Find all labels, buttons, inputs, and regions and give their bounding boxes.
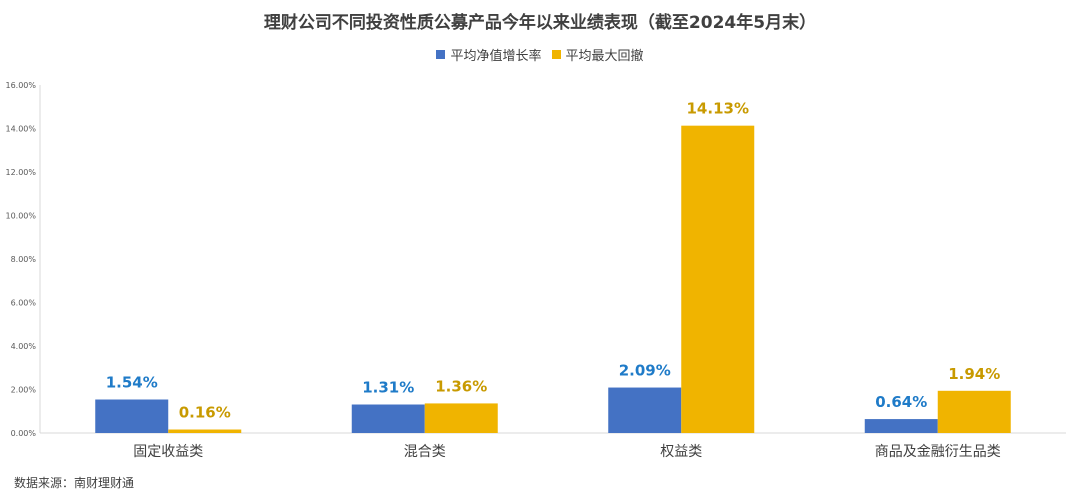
bar <box>608 387 682 433</box>
legend-swatch-drawdown <box>551 50 561 59</box>
bar <box>351 404 425 433</box>
bar <box>168 429 242 433</box>
bar <box>95 399 169 433</box>
x-category-label: 权益类 <box>660 444 702 460</box>
y-tick-label: 2.00% <box>11 386 37 395</box>
y-tick-label: 6.00% <box>11 299 37 308</box>
data-label: 2.09% <box>619 362 671 380</box>
source-note: 数据来源：南财理财通 <box>14 476 135 490</box>
data-label: 0.64% <box>875 393 927 411</box>
chart-title: 理财公司不同投资性质公募产品今年以来业绩表现（截至2024年5月末） <box>263 13 817 33</box>
y-tick-label: 4.00% <box>11 342 37 351</box>
y-tick-label: 14.00% <box>5 125 36 134</box>
y-tick-label: 12.00% <box>5 168 36 177</box>
legend-item-drawdown: 平均最大回撤 <box>551 45 644 64</box>
x-category-label: 商品及金融衍生品类 <box>875 444 1001 460</box>
data-label: 1.94% <box>948 365 1000 383</box>
bar <box>937 390 1011 433</box>
y-tick-label: 10.00% <box>5 212 36 221</box>
legend-item-growth: 平均净值增长率 <box>436 45 542 64</box>
legend-swatch-growth <box>436 50 446 59</box>
y-tick-label: 16.00% <box>5 81 36 90</box>
x-category-label: 固定收益类 <box>133 444 203 460</box>
legend: 平均净值增长率 平均最大回撤 <box>0 45 1080 64</box>
legend-label-growth: 平均净值增长率 <box>450 49 542 64</box>
bar <box>424 403 498 433</box>
legend-label-drawdown: 平均最大回撤 <box>565 49 644 64</box>
y-tick-label: 0.00% <box>11 429 37 438</box>
bar <box>681 125 755 434</box>
y-tick-label: 8.00% <box>11 255 37 264</box>
data-label: 1.31% <box>362 379 414 397</box>
data-label: 1.36% <box>435 377 487 395</box>
data-label: 14.13% <box>687 100 749 118</box>
data-label: 0.16% <box>179 404 231 422</box>
data-label: 1.54% <box>106 374 158 392</box>
bar <box>864 419 938 433</box>
x-category-label: 混合类 <box>404 444 446 460</box>
